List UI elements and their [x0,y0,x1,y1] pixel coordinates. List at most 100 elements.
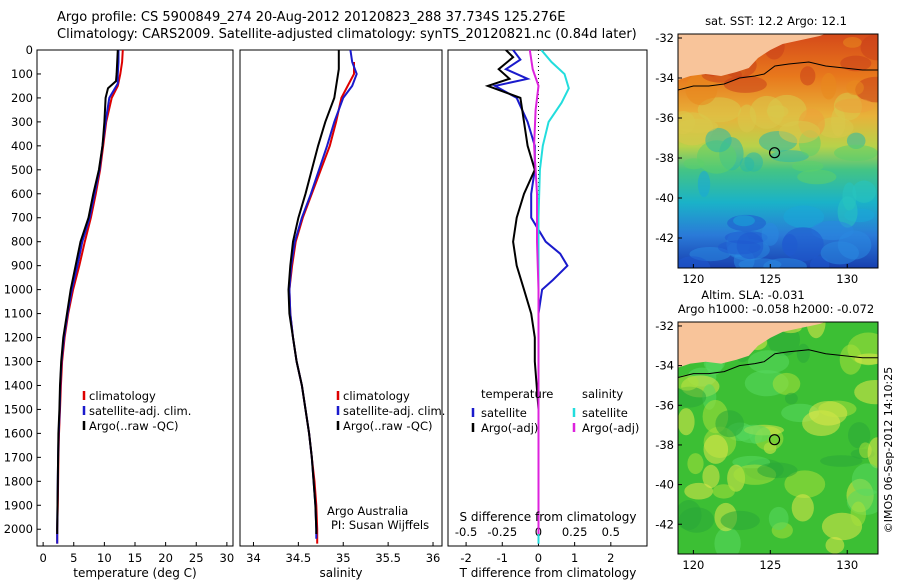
lat-tick-label: -40 [655,191,674,205]
texture-patch [854,380,878,405]
texture-patch [678,408,695,436]
texture-patch [854,353,878,365]
x-tick-label: 25 [189,551,204,565]
top-tick-label: -0.25 [487,525,517,539]
texture-patch [785,392,798,405]
depth-tick-label: 1800 [4,474,33,488]
lat-tick-label: -32 [655,31,674,45]
texture-patch [768,506,789,531]
lat-tick-label: -42 [655,231,674,245]
x-tick-label: 0 [39,551,46,565]
depth-tick-label: 0 [26,43,33,57]
x-tick-label: 30 [220,551,235,565]
depth-tick-label: 100 [11,67,33,81]
x-tick-label: 20 [158,551,173,565]
texture-patch [784,470,826,499]
depth-tick-label: 1300 [4,354,33,368]
salinity-xlabel: salinity [319,566,362,580]
legend-heading: salinity [582,387,623,401]
texture-patch [837,196,858,228]
texture-patch [735,424,771,444]
depth-tick-label: 2000 [4,522,33,536]
texture-patch [714,526,741,554]
x-tick-label: 36 [426,551,441,565]
temperature-plot-frame [36,49,234,547]
texture-patch [782,227,824,262]
legend-label: climatology [343,389,410,403]
salinity-panel: 34 34.5 35 35.5 36 climatologysatellite-adj.… [239,49,445,580]
x-tick-label: 15 [128,551,143,565]
legend-label: Argo(-adj) [582,421,639,435]
texture-patch [736,232,764,260]
sla-map-axes: -32 -34 -36 -38 -40 -42 120 125 130 [655,319,858,572]
lat-tick-label: -38 [655,151,674,165]
land-mask [678,34,878,80]
difference-plot-frame [447,49,648,547]
t-difference-xlabel: T difference from climatology [459,566,637,580]
depth-tick-label: 1700 [4,450,33,464]
depth-tick-label: 300 [11,115,33,129]
legend-label: Argo(..raw -QC) [89,419,179,433]
depth-tick-label: 1100 [4,307,33,321]
lat-tick-label: -34 [655,359,674,373]
texture-patch [757,462,798,479]
depth-tick-label: 1900 [4,498,33,512]
lon-tick-label: 120 [682,558,704,572]
texture-patch [808,401,848,426]
legend-label: Argo(-adj) [481,421,538,435]
texture-patch [783,205,825,229]
argo-position-marker [768,147,781,159]
depth-tick-label: 1000 [4,283,33,297]
argo-raw-qc-line [287,50,340,534]
argo-raw-qc-line [56,50,119,534]
texture-patch [748,350,790,374]
difference-legend: temperaturesatelliteArgo(-adj)salinitysa… [471,387,639,435]
temperature-lines [56,50,124,544]
texture-patch [797,169,837,185]
x-tick-label: 10 [97,551,112,565]
texture-patch [848,422,871,449]
sst-map-title: sat. SST: 12.2 Argo: 12.1 [705,14,847,28]
texture-patch [806,322,826,339]
profile-title: Argo profile: CS 5900849_274 20-Aug-2012… [57,10,566,25]
x-tick-label: -1 [497,551,508,565]
depth-tick-label: 200 [11,91,33,105]
lat-tick-label: -32 [655,319,674,333]
sst-map-panel: sat. SST: 12.2 Argo: 12.1 -32 -34 -36 -38 -4… [655,14,879,286]
depth-tick-label: 1600 [4,426,33,440]
texture-patch [697,97,742,123]
lon-tick-label: 120 [682,272,704,286]
top-tick-label: 0.25 [562,525,588,539]
texture-patch [733,215,755,227]
lon-tick-label: 130 [836,272,858,286]
texture-patch [678,374,699,391]
salinity-plot-frame [239,49,443,547]
texture-patch [720,510,760,531]
lat-tick-label: -36 [655,111,674,125]
x-tick-label: 34.5 [286,551,312,565]
texture-patch [840,55,872,72]
texture-patch [791,494,814,522]
texture-patch [703,434,729,464]
depth-tick-label: 800 [11,235,33,249]
sla-map-panel: Altim. SLA: -0.031 Argo h1000: -0.058 h2… [655,288,879,572]
texture-patch [867,437,878,469]
difference-lines [484,50,570,544]
x-tick-label: 35 [336,551,351,565]
texture-patch [850,501,866,527]
texture-patch [831,106,846,137]
legend-label: climatology [89,389,156,403]
difference-panel: -2 -1 0 1 2 -0.5 -0.25 0 0.25 0.5 temperaturesat… [447,49,648,580]
salinity-lines [287,50,358,544]
depth-tick-label: 400 [11,139,33,153]
legend-label: satellite [481,406,527,420]
x-tick-label: 2 [607,551,614,565]
shelf-contour [678,349,878,378]
texture-patch [846,132,866,149]
legend-heading: temperature [481,387,553,401]
top-tick-label: -0.5 [455,525,477,539]
texture-patch [715,410,744,438]
texture-patch [834,144,878,161]
climatology-title: Climatology: CARS2009. Satellite-adjuste… [57,27,637,42]
